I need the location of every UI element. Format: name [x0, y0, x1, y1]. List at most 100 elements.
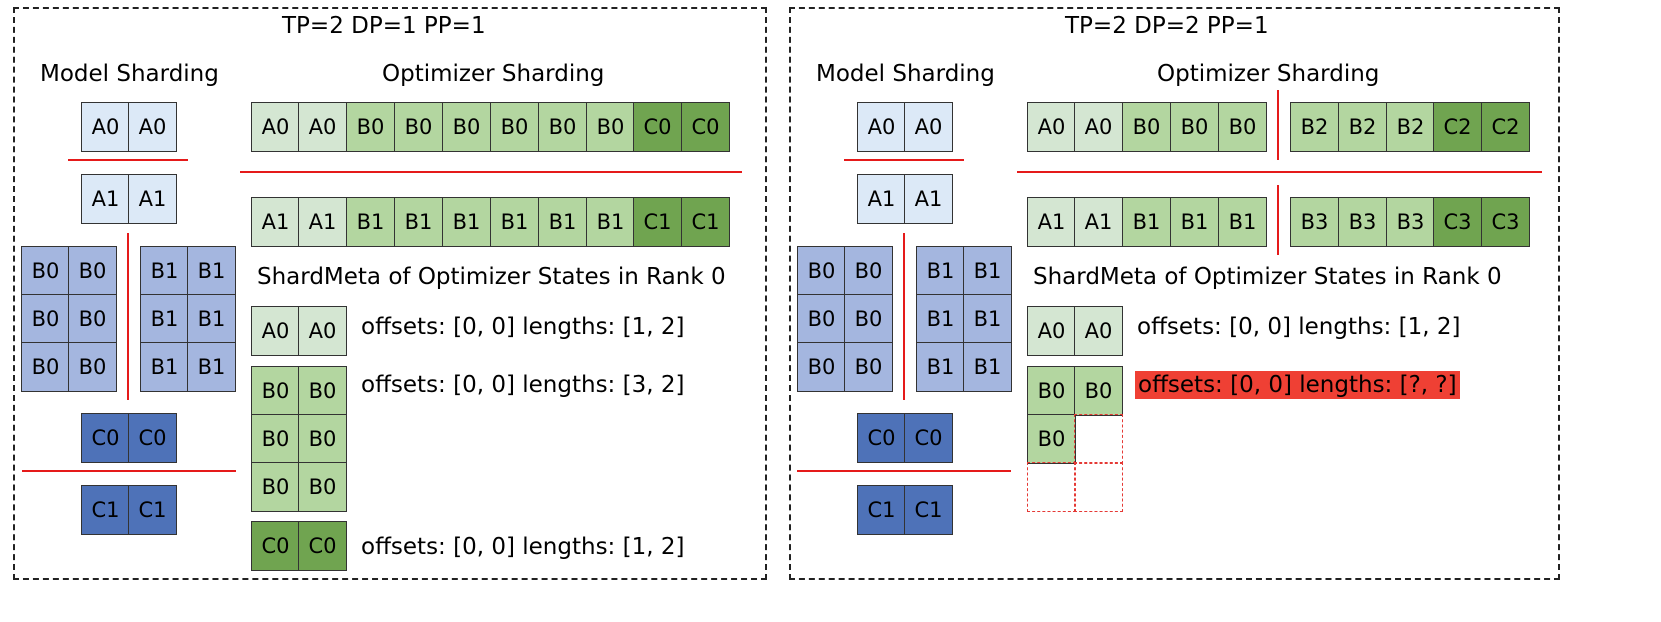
model-cell: A0	[128, 102, 177, 152]
optimizer-cell: A1	[298, 197, 347, 247]
optimizer-cell: B1	[1170, 197, 1219, 247]
left-model-split-line	[68, 159, 188, 161]
left-model-split-line	[127, 233, 129, 400]
shardmeta-cell: B0	[298, 462, 347, 512]
shardmeta-cell: C0	[298, 521, 347, 571]
model-cell: B0	[68, 246, 117, 296]
model-cell: C0	[857, 413, 906, 463]
right-model-split-line	[797, 470, 1011, 472]
left-shardmeta-a-text: offsets: [0, 0] lengths: [1, 2]	[361, 314, 685, 340]
optimizer-cell: B1	[538, 197, 587, 247]
model-cell: B0	[844, 294, 893, 344]
model-cell: B1	[916, 246, 965, 296]
model-cell: B1	[187, 294, 236, 344]
model-cell: B1	[140, 342, 189, 392]
shardmeta-cell: C0	[251, 521, 300, 571]
optimizer-cell: B0	[586, 102, 635, 152]
left-optimizer-split-line	[240, 171, 742, 173]
right-model-split-line	[844, 159, 964, 161]
model-cell: C1	[904, 485, 953, 535]
missing-shard-placeholder	[1074, 462, 1123, 512]
missing-shard-placeholder	[1027, 462, 1076, 512]
optimizer-cell: B2	[1386, 102, 1435, 152]
optimizer-cell: C3	[1433, 197, 1482, 247]
right-model-split-line	[903, 233, 905, 400]
optimizer-cell: B0	[394, 102, 443, 152]
optimizer-cell: C1	[633, 197, 682, 247]
optimizer-cell: C1	[681, 197, 730, 247]
model-cell: C1	[81, 485, 130, 535]
right-shardmeta-a-text: offsets: [0, 0] lengths: [1, 2]	[1137, 314, 1461, 340]
optimizer-cell: B0	[1170, 102, 1219, 152]
shardmeta-cell: A0	[251, 306, 300, 356]
shardmeta-cell: B0	[251, 366, 300, 416]
optimizer-cell: A0	[298, 102, 347, 152]
shardmeta-cell: A0	[1027, 306, 1076, 356]
model-cell: A0	[904, 102, 953, 152]
optimizer-cell: B2	[1290, 102, 1339, 152]
optimizer-cell: B3	[1290, 197, 1339, 247]
optimizer-cell: C2	[1481, 102, 1530, 152]
right-optimizer-tp-split-line	[1017, 171, 1542, 173]
shardmeta-cell: A0	[298, 306, 347, 356]
optimizer-cell: B1	[346, 197, 395, 247]
model-cell: B0	[21, 342, 70, 392]
optimizer-cell: B0	[346, 102, 395, 152]
right-shardmeta-title: ShardMeta of Optimizer States in Rank 0	[1033, 264, 1502, 290]
optimizer-cell: A1	[1027, 197, 1076, 247]
optimizer-cell: B0	[1122, 102, 1171, 152]
right-model-sharding-title: Model Sharding	[816, 61, 995, 87]
model-cell: C1	[857, 485, 906, 535]
optimizer-cell: A0	[251, 102, 300, 152]
model-cell: B1	[140, 246, 189, 296]
optimizer-cell: B0	[442, 102, 491, 152]
shardmeta-cell: B0	[298, 414, 347, 464]
model-cell: B0	[797, 294, 846, 344]
optimizer-cell: B1	[394, 197, 443, 247]
model-cell: A0	[81, 102, 130, 152]
model-cell: C0	[128, 413, 177, 463]
model-cell: B0	[21, 294, 70, 344]
left-panel	[13, 7, 767, 580]
left-shardmeta-b-text: offsets: [0, 0] lengths: [3, 2]	[361, 372, 685, 398]
optimizer-cell: B3	[1338, 197, 1387, 247]
missing-shard-placeholder	[1074, 414, 1123, 464]
optimizer-cell: B0	[490, 102, 539, 152]
right-optimizer-dp-split-line	[1277, 90, 1279, 160]
model-cell: C1	[128, 485, 177, 535]
model-cell: B1	[140, 294, 189, 344]
optimizer-cell: B3	[1386, 197, 1435, 247]
model-cell: A1	[81, 174, 130, 224]
right-optimizer-dp-split-line	[1277, 185, 1279, 255]
right-shardmeta-b-text-unknown: offsets: [0, 0] lengths: [?, ?]	[1135, 371, 1460, 399]
optimizer-cell: A0	[1027, 102, 1076, 152]
model-cell: B1	[963, 342, 1012, 392]
optimizer-cell: B1	[1218, 197, 1267, 247]
model-cell: C0	[904, 413, 953, 463]
right-panel	[789, 7, 1560, 580]
model-cell: A0	[857, 102, 906, 152]
model-cell: B0	[68, 342, 117, 392]
model-cell: B1	[187, 342, 236, 392]
model-cell: B0	[21, 246, 70, 296]
right-optimizer-sharding-title: Optimizer Sharding	[1157, 61, 1380, 87]
optimizer-cell: B0	[538, 102, 587, 152]
optimizer-cell: C0	[633, 102, 682, 152]
optimizer-cell: B1	[1122, 197, 1171, 247]
model-cell: B0	[797, 246, 846, 296]
shardmeta-cell: B0	[251, 462, 300, 512]
optimizer-cell: B1	[490, 197, 539, 247]
left-optimizer-sharding-title: Optimizer Sharding	[382, 61, 605, 87]
model-cell: B1	[916, 342, 965, 392]
model-cell: B0	[68, 294, 117, 344]
left-shardmeta-title: ShardMeta of Optimizer States in Rank 0	[257, 264, 726, 290]
shardmeta-cell: B0	[251, 414, 300, 464]
optimizer-cell: A1	[1074, 197, 1123, 247]
model-cell: C0	[81, 413, 130, 463]
model-cell: A1	[904, 174, 953, 224]
model-cell: A1	[857, 174, 906, 224]
right-panel-title: TP=2 DP=2 PP=1	[1065, 13, 1269, 39]
shardmeta-cell: B0	[1027, 414, 1076, 464]
shardmeta-cell: A0	[1074, 306, 1123, 356]
left-model-split-line	[22, 470, 236, 472]
